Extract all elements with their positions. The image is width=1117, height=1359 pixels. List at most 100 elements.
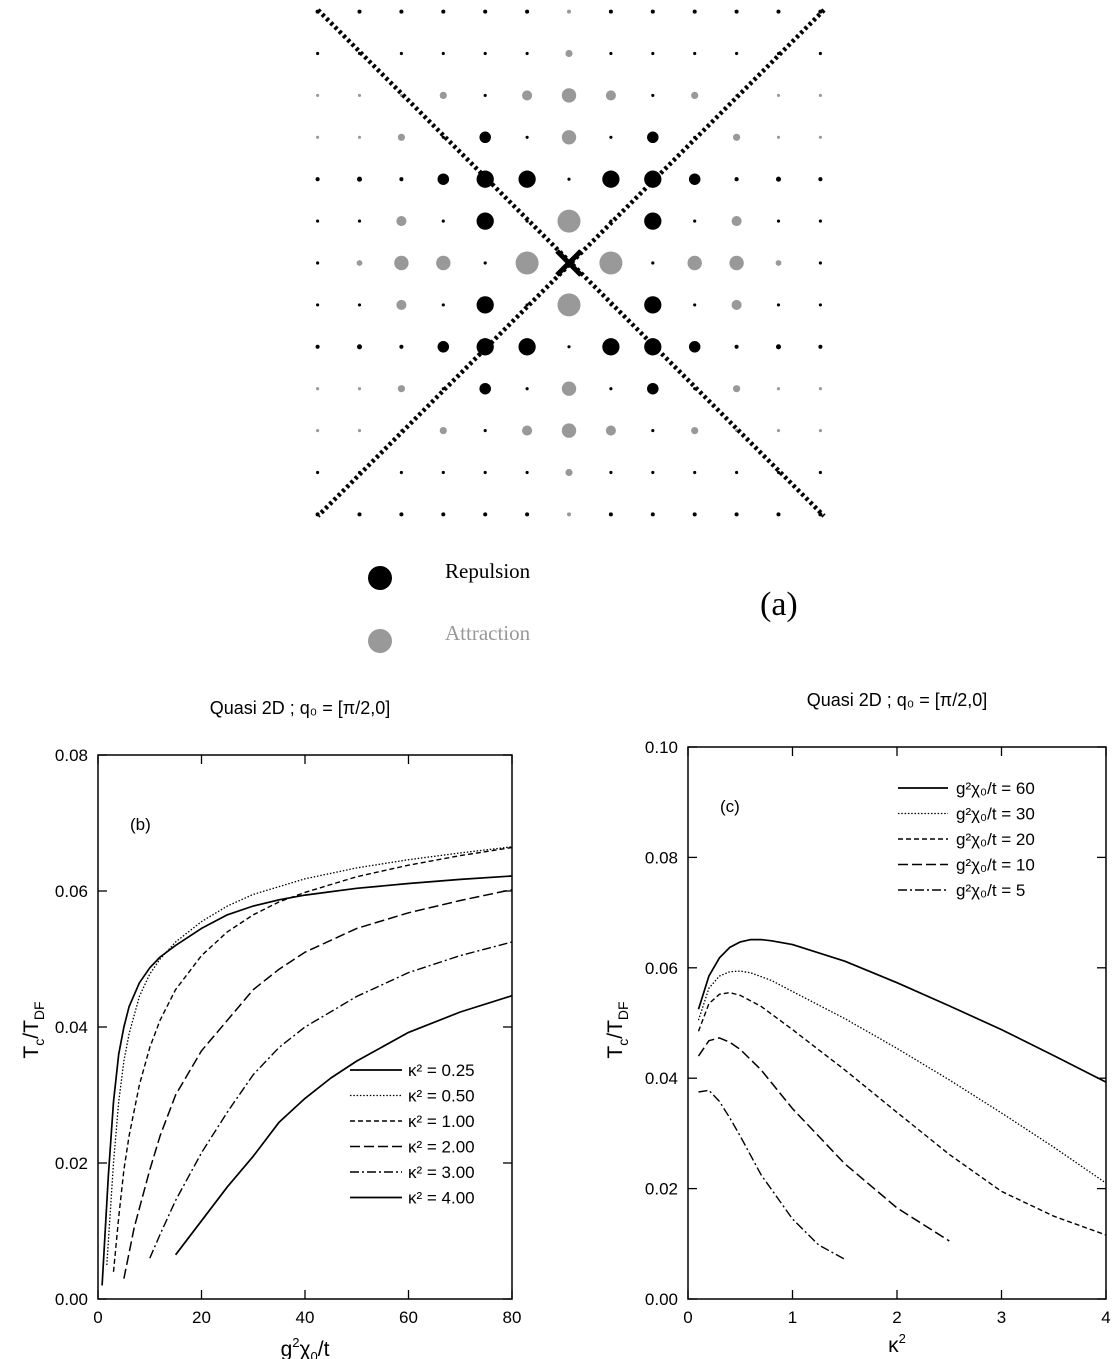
attraction-site: [316, 93, 320, 97]
repulsion-site: [525, 9, 530, 14]
diagonal-line: [316, 8, 826, 518]
series-line-2: [106, 846, 513, 1266]
repulsion-site: [734, 177, 739, 182]
repulsion-site: [775, 176, 782, 182]
attraction-site: [776, 387, 781, 391]
repulsion-site: [483, 93, 487, 97]
panel-b-chart: Quasi 2D ; q₀ = [π/2,0] 0 20 40 60 80 0.00 0.0…: [20, 698, 521, 1359]
attraction-site: [561, 88, 577, 103]
attraction-site: [561, 381, 577, 396]
repulsion-site: [356, 176, 363, 182]
attraction-site: [565, 49, 573, 58]
series-line-6: [174, 994, 513, 1256]
repulsion-site: [518, 338, 536, 356]
repulsion-site: [734, 512, 739, 517]
y-tick-label: 0.02: [55, 1154, 88, 1173]
attraction-site: [394, 255, 409, 271]
series-line-1: [101, 875, 513, 1286]
attraction-site: [439, 91, 447, 99]
attraction-site: [776, 429, 781, 433]
attraction-site: [316, 387, 320, 391]
repulsion-site: [692, 512, 697, 517]
repulsion-site: [483, 51, 487, 56]
panel-b-ylabel: Tc/TDF: [20, 1001, 47, 1058]
attraction-site: [599, 251, 623, 275]
attraction-site: [776, 135, 781, 139]
repulsion-site: [818, 219, 822, 223]
repulsion-site: [316, 303, 320, 307]
series-line-3: [112, 846, 513, 1272]
repulsion-site: [441, 135, 445, 139]
repulsion-site: [818, 344, 823, 349]
attraction-site: [818, 135, 822, 139]
repulsion-site: [818, 261, 822, 265]
repulsion-site: [608, 9, 613, 14]
repulsion-site: [399, 51, 403, 56]
attraction-site: [561, 423, 577, 438]
repulsion-site: [441, 303, 445, 307]
repulsion-site: [650, 512, 655, 517]
y-tick-label: 0.04: [645, 1069, 678, 1088]
attraction-site: [356, 260, 363, 266]
repulsion-site: [483, 512, 488, 517]
legend-entry: g²χ₀/t = 10: [956, 856, 1035, 875]
legend-entry: g²χ₀/t = 30: [956, 805, 1035, 824]
y-tick-label: 0.08: [645, 848, 678, 867]
repulsion-site: [357, 303, 362, 307]
repulsion-site: [356, 344, 363, 350]
attraction-site: [439, 427, 447, 435]
attraction-site: [775, 260, 782, 266]
panel-b-series: [101, 846, 513, 1286]
panel-b-xlabel: g2χ0/t: [281, 1335, 330, 1359]
repulsion-site: [735, 51, 739, 56]
repulsion-site: [437, 173, 450, 185]
repulsion-site: [476, 170, 494, 188]
attraction-site: [561, 130, 577, 145]
panel-c-title: Quasi 2D ; q₀ = [π/2,0]: [807, 690, 987, 710]
y-tick-label: 0.00: [645, 1290, 678, 1309]
repulsion-site: [651, 429, 655, 433]
repulsion-site: [608, 512, 613, 517]
panel-c-chart: Quasi 2D ; q₀ = [π/2,0] 0 1 2 3 4 0.00 0.02 0.0…: [604, 690, 1111, 1357]
attraction-site: [818, 429, 822, 433]
repulsion-site: [818, 177, 823, 182]
attraction-site: [522, 90, 533, 101]
svg-text:Tc/TDF: Tc/TDF: [604, 1001, 631, 1058]
attraction-site: [731, 299, 742, 310]
attraction-site: [605, 425, 616, 436]
repulsion-site: [441, 512, 446, 517]
repulsion-site: [650, 9, 655, 14]
repulsion-site: [316, 219, 320, 223]
attraction-site: [605, 90, 616, 101]
repulsion-site: [441, 9, 446, 14]
series-line-5: [149, 941, 513, 1259]
repulsion-site: [316, 470, 320, 475]
repulsion-site: [525, 303, 529, 307]
repulsion-site: [357, 9, 362, 14]
attraction-site: [357, 135, 362, 139]
repulsion-site: [525, 51, 529, 56]
repulsion-site: [776, 9, 781, 14]
legend-entry: g²χ₀/t = 20: [956, 830, 1035, 849]
legend-entry: κ² = 3.00: [408, 1163, 475, 1182]
repulsion-site: [476, 296, 494, 314]
y-tick-label: 0.06: [645, 959, 678, 978]
attraction-site: [731, 216, 742, 227]
legend-repulsion-label: Repulsion: [445, 559, 531, 583]
repulsion-site: [399, 344, 404, 349]
repulsion-site: [441, 470, 445, 475]
repulsion-site: [483, 261, 487, 265]
repulsion-site: [647, 131, 659, 144]
x-tick-label: 0: [93, 1308, 102, 1327]
repulsion-site: [693, 51, 697, 56]
series-line-3: [697, 991, 1107, 1236]
legend-entry: κ² = 0.50: [408, 1087, 475, 1106]
repulsion-site: [693, 219, 697, 223]
x-tick-label: 3: [997, 1308, 1006, 1327]
repulsion-site: [479, 131, 491, 144]
x-tick-label: 80: [503, 1308, 522, 1327]
repulsion-site: [609, 470, 613, 475]
attraction-site: [396, 299, 407, 310]
x-tick-label: 60: [399, 1308, 418, 1327]
repulsion-site: [776, 219, 781, 223]
